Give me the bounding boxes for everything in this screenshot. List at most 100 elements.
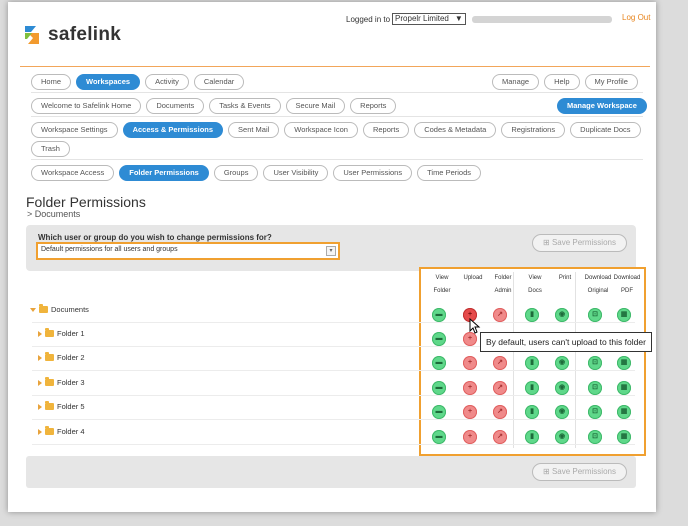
- permission-toggle[interactable]: ▮: [525, 430, 539, 444]
- permission-toggle[interactable]: ▬: [432, 405, 446, 419]
- permission-toggle[interactable]: ▬: [432, 356, 446, 370]
- permission-toggle[interactable]: ◉: [555, 430, 569, 444]
- permission-toggle[interactable]: ▬: [432, 308, 446, 322]
- nav-manage[interactable]: Manage: [492, 74, 540, 90]
- nav-my-profile[interactable]: My Profile: [584, 74, 638, 90]
- permission-toggle[interactable]: ◉: [555, 405, 569, 419]
- permission-toggle[interactable]: ⊡: [588, 356, 602, 370]
- tree-item[interactable]: Documents: [30, 304, 89, 314]
- bottom-action-panel: ⊞ Save Permissions: [26, 456, 636, 488]
- permission-toggle[interactable]: ▮: [525, 405, 539, 419]
- permission-toggle[interactable]: ↗: [493, 430, 507, 444]
- column-header-line: View: [528, 275, 542, 281]
- expand-right-icon[interactable]: [38, 330, 42, 337]
- tab-codes-metadata[interactable]: Codes & Metadata: [414, 122, 497, 138]
- permission-toggle[interactable]: ▦: [617, 430, 631, 444]
- permission-toggle[interactable]: ↗: [493, 381, 507, 395]
- permission-toggle[interactable]: ▮: [525, 308, 539, 322]
- access-nav: Workspace Access Folder Permissions Grou…: [31, 165, 481, 181]
- permission-toggle[interactable]: +: [463, 308, 477, 322]
- nav-workspaces[interactable]: Workspaces: [76, 74, 141, 90]
- save-permissions-button-bottom[interactable]: ⊞ Save Permissions: [532, 463, 627, 481]
- tab-user-visibility[interactable]: User Visibility: [263, 165, 329, 181]
- tab-tasks-events[interactable]: Tasks & Events: [209, 98, 281, 114]
- tab-access-permissions[interactable]: Access & Permissions: [122, 122, 224, 138]
- expand-right-icon[interactable]: [38, 354, 42, 361]
- chevron-down-icon: ▼: [454, 14, 463, 23]
- tree-item[interactable]: Folder 5: [38, 401, 85, 411]
- permission-toggle[interactable]: ↗: [493, 405, 507, 419]
- selected-option: Default permissions for all users and gr…: [41, 246, 178, 253]
- permission-toggle[interactable]: +: [463, 381, 477, 395]
- folder-name: Documents: [51, 305, 89, 314]
- column-header-line: View: [435, 275, 449, 281]
- nav-home[interactable]: Home: [31, 74, 72, 90]
- tab-trash[interactable]: Trash: [31, 141, 70, 157]
- permission-toggle[interactable]: ▦: [617, 308, 631, 322]
- permission-toggle[interactable]: +: [463, 405, 477, 419]
- permission-toggle[interactable]: +: [463, 356, 477, 370]
- permission-toggle[interactable]: +: [463, 332, 477, 346]
- tab-registrations[interactable]: Registrations: [501, 122, 566, 138]
- permission-toggle[interactable]: ▦: [617, 356, 631, 370]
- column-header: View Docs: [520, 272, 550, 298]
- manage-workspace-button[interactable]: Manage Workspace: [557, 98, 647, 114]
- logout-link[interactable]: Log Out: [622, 13, 651, 22]
- tab-workspace-access[interactable]: Workspace Access: [31, 165, 115, 181]
- tab-user-permissions[interactable]: User Permissions: [333, 165, 413, 181]
- tab-reports[interactable]: Reports: [350, 98, 397, 114]
- column-header-line: PDF: [621, 288, 633, 294]
- permission-toggle[interactable]: ▦: [617, 405, 631, 419]
- permission-toggle[interactable]: ⊡: [588, 430, 602, 444]
- logo[interactable]: safelink: [22, 24, 121, 46]
- tree-item[interactable]: Folder 3: [38, 377, 85, 387]
- account-select[interactable]: Propelr Limited ▼: [392, 13, 466, 25]
- permission-toggle[interactable]: ▮: [525, 381, 539, 395]
- permission-toggle[interactable]: ⊡: [588, 381, 602, 395]
- nav-activity[interactable]: Activity: [145, 74, 189, 90]
- tab-workspace-icon[interactable]: Workspace Icon: [284, 122, 358, 138]
- user-group-select[interactable]: Default permissions for all users and gr…: [36, 242, 340, 260]
- save-permissions-button-top[interactable]: ⊞ Save Permissions: [532, 234, 627, 252]
- tree-item[interactable]: Folder 1: [38, 328, 85, 338]
- expand-right-icon[interactable]: [38, 379, 42, 386]
- row-divider: [32, 322, 635, 323]
- column-header-line: Folder: [433, 288, 451, 294]
- nav-calendar[interactable]: Calendar: [193, 74, 245, 90]
- tab-duplicate-docs[interactable]: Duplicate Docs: [570, 122, 641, 138]
- row-divider: [32, 370, 635, 371]
- permission-toggle[interactable]: ↗: [493, 308, 507, 322]
- tab-documents[interactable]: Documents: [146, 98, 205, 114]
- user-nav: Manage Help My Profile: [492, 74, 638, 90]
- permission-toggle[interactable]: ⊡: [588, 308, 602, 322]
- permission-toggle[interactable]: ◉: [555, 308, 569, 322]
- nav-help[interactable]: Help: [544, 74, 580, 90]
- permission-toggle[interactable]: ◉: [555, 381, 569, 395]
- permission-toggle[interactable]: +: [463, 430, 477, 444]
- redacted-user: [471, 15, 612, 23]
- expand-right-icon[interactable]: [38, 428, 42, 435]
- expand-down-icon[interactable]: [30, 307, 36, 312]
- brand-name: safelink: [48, 24, 122, 45]
- workspace-nav: Welcome to Safelink Home Documents Tasks…: [31, 98, 397, 114]
- tree-item[interactable]: Folder 2: [38, 352, 85, 362]
- permission-toggle[interactable]: ▮: [525, 356, 539, 370]
- tab-workspace-settings[interactable]: Workspace Settings: [31, 122, 118, 138]
- tab-folder-permissions[interactable]: Folder Permissions: [119, 165, 209, 181]
- permission-toggle[interactable]: ▬: [432, 332, 446, 346]
- expand-right-icon[interactable]: [38, 403, 42, 410]
- tab-sent-mail[interactable]: Sent Mail: [228, 122, 280, 138]
- tab-settings-reports[interactable]: Reports: [362, 122, 410, 138]
- tree-item[interactable]: Folder 4: [38, 426, 85, 436]
- tab-welcome[interactable]: Welcome to Safelink Home: [31, 98, 142, 114]
- permission-toggle[interactable]: ▦: [617, 381, 631, 395]
- tab-time-periods[interactable]: Time Periods: [417, 165, 481, 181]
- permission-toggle[interactable]: ◉: [555, 356, 569, 370]
- permission-toggle[interactable]: ▬: [432, 381, 446, 395]
- permission-toggle[interactable]: ▬: [432, 430, 446, 444]
- tab-secure-mail[interactable]: Secure Mail: [285, 98, 346, 114]
- column-divider: [575, 272, 576, 448]
- permission-toggle[interactable]: ⊡: [588, 405, 602, 419]
- tab-groups[interactable]: Groups: [213, 165, 259, 181]
- permission-toggle[interactable]: ↗: [493, 356, 507, 370]
